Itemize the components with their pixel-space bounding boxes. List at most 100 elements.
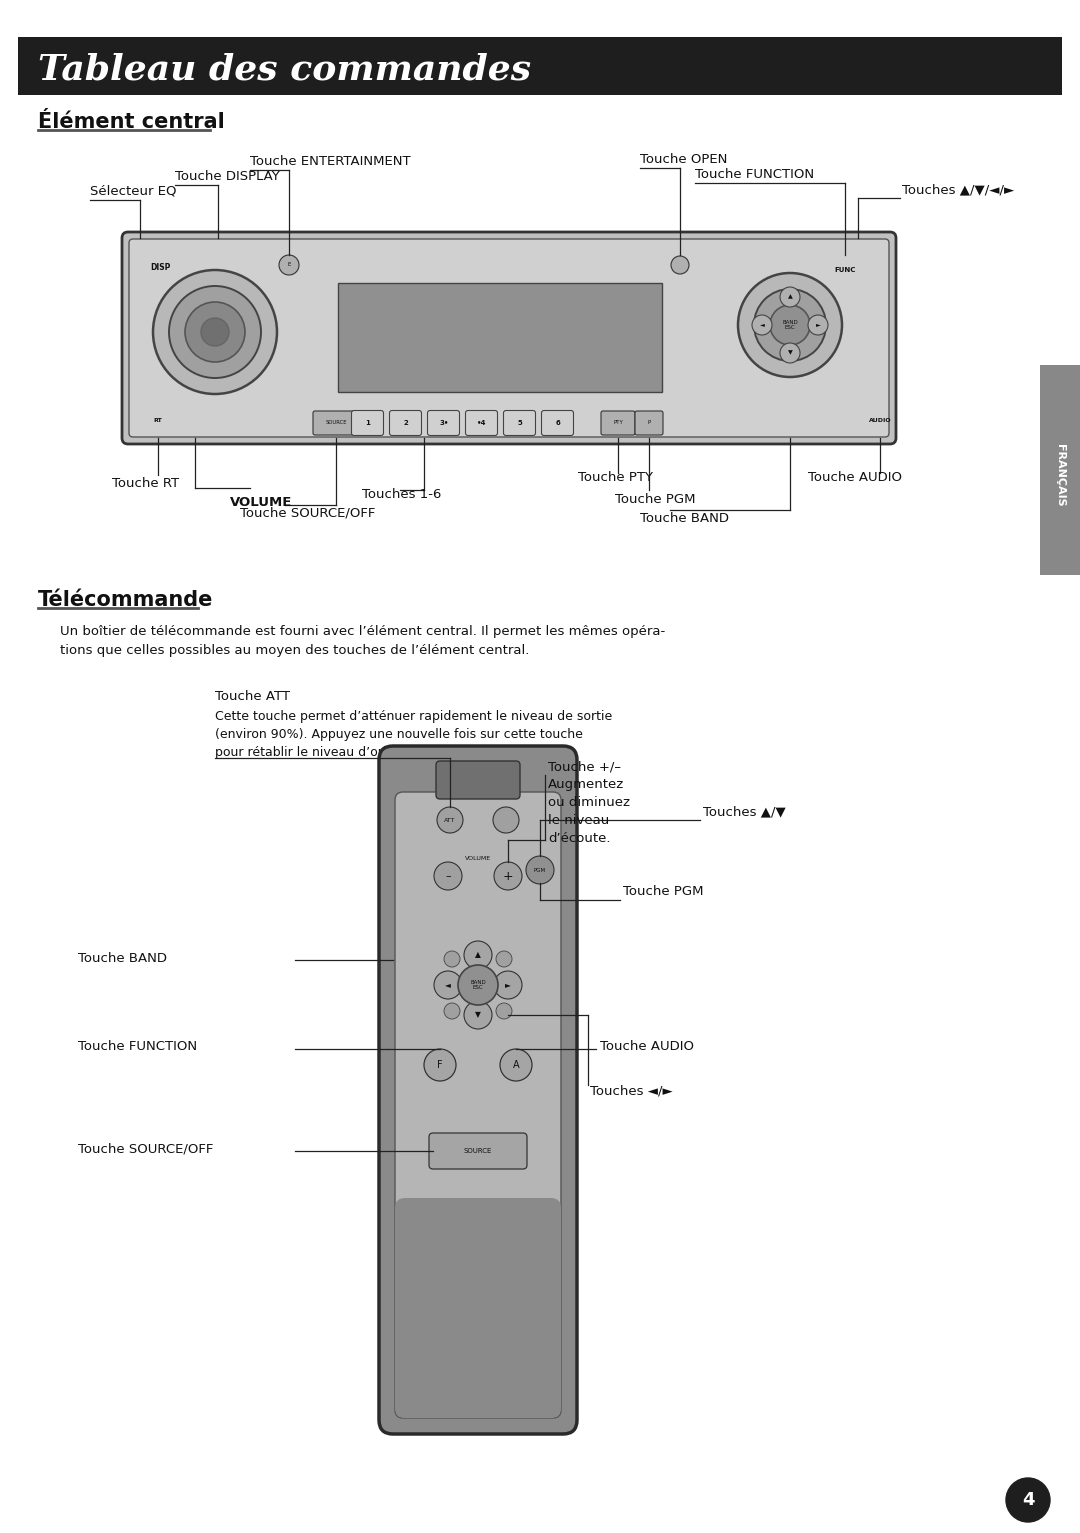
FancyBboxPatch shape (351, 411, 383, 435)
Circle shape (671, 256, 689, 274)
FancyBboxPatch shape (390, 411, 421, 435)
Text: Touche PGM: Touche PGM (615, 494, 696, 506)
Bar (1040, 365, 1080, 575)
FancyBboxPatch shape (436, 760, 519, 799)
Text: ATT: ATT (444, 817, 456, 823)
Circle shape (458, 964, 498, 1006)
Circle shape (434, 970, 462, 1000)
Text: 5: 5 (517, 420, 523, 426)
FancyBboxPatch shape (129, 239, 889, 437)
Circle shape (437, 806, 463, 832)
Text: Touche DISPLAY: Touche DISPLAY (175, 170, 280, 182)
Text: Touches ▲/▼: Touches ▲/▼ (703, 805, 786, 819)
Text: ▲: ▲ (787, 294, 793, 299)
Circle shape (279, 254, 299, 274)
Text: 1: 1 (365, 420, 370, 426)
Text: Touches ◄/►: Touches ◄/► (590, 1085, 673, 1098)
Bar (18, 37, 1062, 95)
Text: Touche AUDIO: Touche AUDIO (600, 1041, 694, 1053)
Text: ▼: ▼ (475, 1010, 481, 1019)
Text: Touche FUNCTION: Touche FUNCTION (78, 1041, 198, 1053)
Text: SOURCE: SOURCE (463, 1148, 492, 1154)
Circle shape (464, 1001, 492, 1029)
Circle shape (780, 343, 800, 363)
Text: Un boîtier de télécommande est fourni avec l’élément central. Il permet les même: Un boîtier de télécommande est fourni av… (60, 625, 665, 658)
Text: P: P (647, 420, 650, 426)
Circle shape (464, 941, 492, 969)
Circle shape (424, 1049, 456, 1081)
Text: Touches 1-6: Touches 1-6 (362, 487, 442, 501)
Text: Touche ATT: Touche ATT (215, 690, 291, 704)
Text: VOLUME: VOLUME (230, 497, 293, 509)
Circle shape (153, 270, 276, 394)
Text: Touche SOURCE/OFF: Touche SOURCE/OFF (78, 1142, 214, 1156)
FancyBboxPatch shape (379, 747, 577, 1433)
Circle shape (780, 287, 800, 307)
Text: RT: RT (153, 417, 162, 423)
Text: Touche PGM: Touche PGM (623, 885, 703, 898)
Text: FUNC: FUNC (835, 267, 855, 273)
Circle shape (752, 314, 772, 336)
Text: 2: 2 (404, 420, 408, 426)
Circle shape (444, 1003, 460, 1019)
Circle shape (434, 862, 462, 891)
Text: VOLUME: VOLUME (464, 855, 491, 860)
Circle shape (492, 806, 519, 832)
Circle shape (494, 970, 522, 1000)
Text: Touche BAND: Touche BAND (640, 512, 729, 524)
FancyBboxPatch shape (541, 411, 573, 435)
Circle shape (1005, 1478, 1050, 1522)
Text: Touche OPEN: Touche OPEN (640, 153, 727, 166)
FancyBboxPatch shape (635, 411, 663, 435)
Circle shape (738, 273, 842, 377)
Circle shape (526, 855, 554, 885)
Text: BAND
ESC: BAND ESC (470, 980, 486, 990)
Circle shape (770, 305, 810, 345)
FancyBboxPatch shape (600, 411, 635, 435)
Circle shape (444, 950, 460, 967)
Circle shape (808, 314, 828, 336)
Circle shape (185, 302, 245, 362)
Text: Touche ENTERTAINMENT: Touche ENTERTAINMENT (249, 155, 410, 169)
Text: AUDIO: AUDIO (868, 417, 891, 423)
Text: FRANÇAIS: FRANÇAIS (1055, 443, 1065, 506)
Text: 4: 4 (1022, 1492, 1035, 1508)
Text: Touche RT: Touche RT (112, 477, 179, 491)
Circle shape (496, 1003, 512, 1019)
FancyBboxPatch shape (395, 793, 561, 1418)
Text: Sélecteur EQ: Sélecteur EQ (90, 185, 176, 198)
Text: 3•: 3• (440, 420, 448, 426)
Text: +: + (502, 869, 513, 883)
Text: F: F (437, 1059, 443, 1070)
Circle shape (201, 317, 229, 346)
Text: Touche FUNCTION: Touche FUNCTION (696, 169, 814, 181)
FancyBboxPatch shape (428, 411, 459, 435)
Text: Touche AUDIO: Touche AUDIO (808, 471, 902, 484)
Circle shape (754, 290, 826, 360)
FancyBboxPatch shape (429, 1133, 527, 1170)
Text: PGM: PGM (534, 868, 546, 872)
Text: Touche +/–
Augmentez
ou diminuez
le niveau
d’écoute.: Touche +/– Augmentez ou diminuez le nive… (548, 760, 630, 845)
Circle shape (494, 862, 522, 891)
FancyBboxPatch shape (465, 411, 498, 435)
Text: Touche BAND: Touche BAND (78, 952, 167, 964)
Text: ►: ► (815, 322, 821, 328)
Text: A: A (513, 1059, 519, 1070)
Circle shape (496, 950, 512, 967)
FancyBboxPatch shape (338, 284, 662, 392)
Text: DISP: DISP (150, 264, 171, 273)
Text: •4: •4 (477, 420, 487, 426)
Text: BAND
ESC: BAND ESC (782, 319, 798, 331)
Text: Cette touche permet d’atténuer rapidement le niveau de sortie
(environ 90%). App: Cette touche permet d’atténuer rapidemen… (215, 710, 612, 759)
Text: ◄: ◄ (445, 981, 451, 989)
Circle shape (500, 1049, 532, 1081)
FancyBboxPatch shape (395, 1197, 561, 1418)
Text: ►: ► (505, 981, 511, 989)
Text: Élément central: Élément central (38, 112, 225, 132)
Circle shape (168, 287, 261, 379)
Text: Télécommande: Télécommande (38, 590, 214, 610)
Text: Tableau des commandes: Tableau des commandes (38, 54, 531, 87)
Text: E: E (287, 262, 291, 267)
Text: ▲: ▲ (475, 950, 481, 960)
Text: –: – (445, 871, 450, 881)
